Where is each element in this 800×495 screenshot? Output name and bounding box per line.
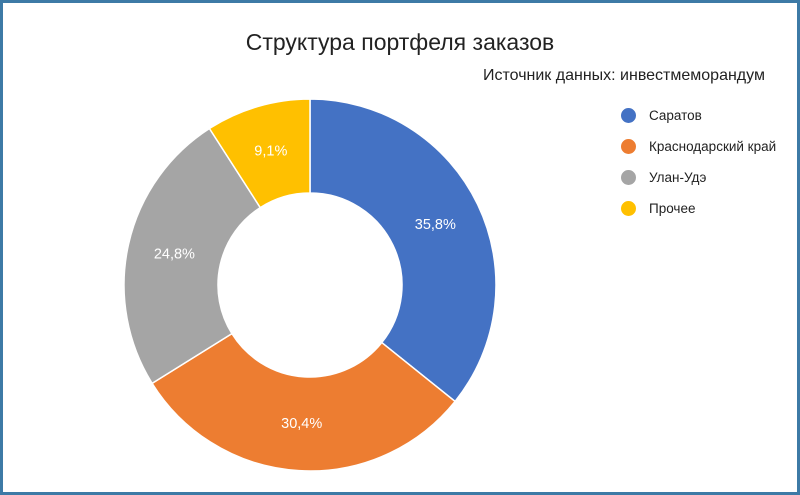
legend-label: Саратов — [649, 108, 702, 123]
legend-item-3: Улан-Удэ — [621, 162, 776, 193]
slice-value-label-3: 24,8% — [154, 246, 195, 262]
legend-label: Прочее — [649, 201, 696, 216]
chart-subtitle: Источник данных: инвестмеморандум — [483, 67, 765, 84]
legend-swatch — [621, 139, 636, 154]
slice-value-label-4: 9,1% — [254, 144, 287, 160]
donut-slice-1 — [309, 98, 497, 403]
legend-item-1: Саратов — [621, 100, 776, 131]
chart-legend: Саратов Краснодарский край Улан-Удэ Прочее — [621, 100, 776, 224]
slice-value-label-2: 30,4% — [281, 416, 322, 432]
legend-swatch — [621, 108, 636, 123]
legend-label: Улан-Удэ — [649, 170, 707, 185]
legend-item-4: Прочее — [621, 193, 776, 224]
legend-swatch — [621, 201, 636, 216]
donut-slice-4 — [208, 98, 311, 209]
legend-item-2: Краснодарский край — [621, 131, 776, 162]
donut-slice-2 — [151, 332, 457, 472]
slice-value-label-1: 35,8% — [415, 217, 456, 233]
chart-title: Структура портфеля заказов — [245, 29, 555, 55]
donut-slice-3 — [123, 127, 262, 385]
legend-swatch — [621, 170, 636, 185]
legend-label: Краснодарский край — [649, 139, 777, 154]
donut-chart: 35,8% 30,4% 24,8% 9,1% — [123, 98, 497, 472]
